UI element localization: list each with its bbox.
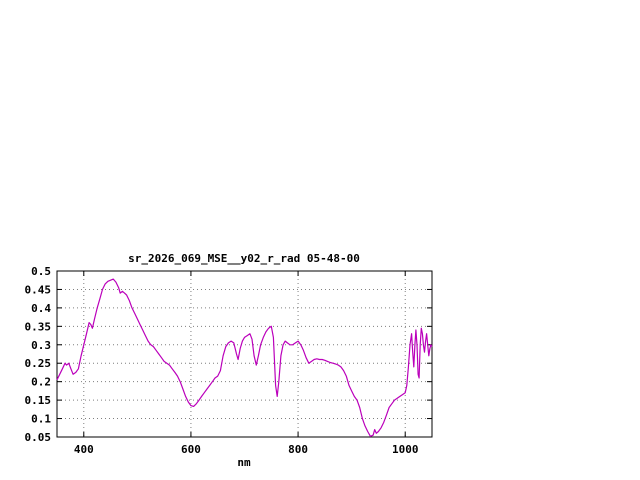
x-axis-label: nm [237,456,251,469]
y-tick-label: 0.2 [31,376,51,389]
y-tick-label: 0.15 [25,394,52,407]
radiance-series-line [56,278,433,437]
x-tick-label: 600 [181,443,201,456]
chart-title: sr_2026_069_MSE__y02_r_rad 05-48-00 [128,252,360,265]
y-tick-label: 0.45 [25,283,52,296]
y-tick-label: 0.35 [25,320,52,333]
y-tick-label: 0.5 [31,265,51,278]
x-tick-label: 800 [288,443,308,456]
plot-border [56,270,433,438]
y-tick-label: 0.25 [25,357,52,370]
x-tick-label: 400 [74,443,94,456]
y-tick-label: 0.1 [31,413,51,426]
x-tick-label: 1000 [392,443,419,456]
y-tick-label: 0.05 [25,431,52,444]
y-tick-label: 0.4 [31,302,51,315]
y-tick-label: 0.3 [31,339,51,352]
